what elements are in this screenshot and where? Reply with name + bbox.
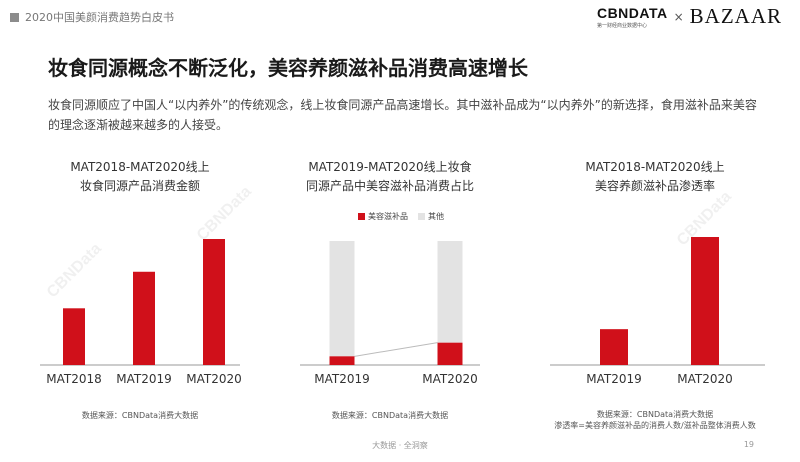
- x-tick-label: MAT2020: [677, 372, 733, 386]
- source-note-line: 渗透率=美容养颜滋补品的消费人数/滋补品整体消费人数: [554, 421, 756, 430]
- report-tag: 2020中国美颜消费趋势白皮书: [10, 9, 174, 25]
- chart-title: MAT2019-MAT2020线上妆食 同源产品中美容滋补品消费占比: [290, 158, 490, 196]
- bar-segment-beauty: [437, 342, 463, 365]
- source-note: 数据来源：CBNData消费大数据: [331, 411, 449, 420]
- report-square-icon: [10, 12, 19, 22]
- brand-logos: CBNDATA 第一财经商业数据中心 × BAZAAR: [597, 4, 782, 29]
- chart-title-line: MAT2019-MAT2020线上妆食: [308, 160, 472, 174]
- legend-label: 其他: [428, 212, 444, 221]
- chart-title-line: MAT2018-MAT2020线上: [585, 160, 725, 174]
- chart-title: MAT2018-MAT2020线上 美容养颜滋补品渗透率: [540, 158, 770, 196]
- cbndata-logo: CBNDATA 第一财经商业数据中心: [597, 5, 668, 29]
- stacked-bar-chart-share: MAT2019 MAT2020: [300, 241, 480, 386]
- cbndata-logo-text: CBNDATA: [596, 4, 668, 21]
- legend-swatch-other: [418, 213, 425, 220]
- bar: [63, 308, 85, 365]
- chart-title-line: MAT2018-MAT2020线上: [70, 160, 210, 174]
- legend-swatch-beauty: [358, 213, 365, 220]
- bar-segment-other: [329, 241, 355, 357]
- legend-label: 美容滋补品: [368, 212, 408, 221]
- page-headline: 妆食同源概念不断泛化，美容养颜滋补品消费高速增长: [48, 56, 528, 80]
- x-tick-label: MAT2019: [116, 372, 172, 386]
- report-title: 2020中国美颜消费趋势白皮书: [25, 11, 174, 24]
- source-note-line: 数据来源：CBNData消费大数据: [596, 410, 714, 419]
- bazaar-logo: BAZAAR: [689, 4, 782, 28]
- chart-panel-share: MAT2019-MAT2020线上妆食 同源产品中美容滋补品消费占比 MAT20…: [290, 158, 490, 428]
- connector-line: [354, 342, 438, 357]
- source-note: 数据来源：CBNData消费大数据: [81, 411, 199, 420]
- top-bar: 2020中国美颜消费趋势白皮书 CBNDATA 第一财经商业数据中心 × BAZ…: [0, 0, 800, 36]
- x-tick-label: MAT2018: [46, 372, 102, 386]
- bar-segment-beauty: [329, 356, 355, 365]
- bar: [600, 329, 628, 365]
- legend-item: 其他: [418, 211, 444, 222]
- x-tick-label: MAT2019: [314, 372, 370, 386]
- x-tick-label: MAT2019: [586, 372, 642, 386]
- source-note: 数据来源：CBNData消费大数据 渗透率=美容养颜滋补品的消费人数/滋补品整体…: [540, 409, 770, 431]
- page-description: 妆食同源顺应了中国人“以内养外”的传统观念，线上妆食同源产品高速增长。其中滋补品…: [48, 98, 757, 132]
- chart-title-line: 妆食同源产品消费金额: [79, 179, 200, 193]
- footer-slogan: 大数据 · 全洞察: [372, 441, 428, 450]
- bar-chart-consumption: MAT2018 MAT2019 MAT2020: [40, 239, 242, 386]
- chart-panel-consumption: MAT2018-MAT2020线上 妆食同源产品消费金额 MAT2018 MAT2…: [30, 158, 250, 428]
- bar: [133, 271, 155, 365]
- legend-item: 美容滋补品: [358, 211, 408, 222]
- chart-panel-penetration: MAT2018-MAT2020线上 美容养颜滋补品渗透率 MAT2019 MAT2…: [540, 158, 770, 438]
- bar: [691, 237, 719, 365]
- bar-chart-penetration: MAT2019 MAT2020: [550, 237, 765, 386]
- bar: [203, 239, 225, 365]
- chart-title-line: 同源产品中美容滋补品消费占比: [305, 179, 474, 193]
- brand-separator: ×: [673, 9, 684, 24]
- x-tick-label: MAT2020: [186, 372, 242, 386]
- page-number: 19: [743, 440, 754, 449]
- cbndata-logo-subtitle: 第一财经商业数据中心: [596, 22, 647, 29]
- x-tick-label: MAT2020: [422, 372, 478, 386]
- chart-title-line: 美容养颜滋补品渗透率: [594, 179, 715, 193]
- bar-segment-other: [437, 241, 463, 343]
- chart-legend: 美容滋补品 其他: [358, 211, 444, 222]
- chart-title: MAT2018-MAT2020线上 妆食同源产品消费金额: [30, 158, 250, 196]
